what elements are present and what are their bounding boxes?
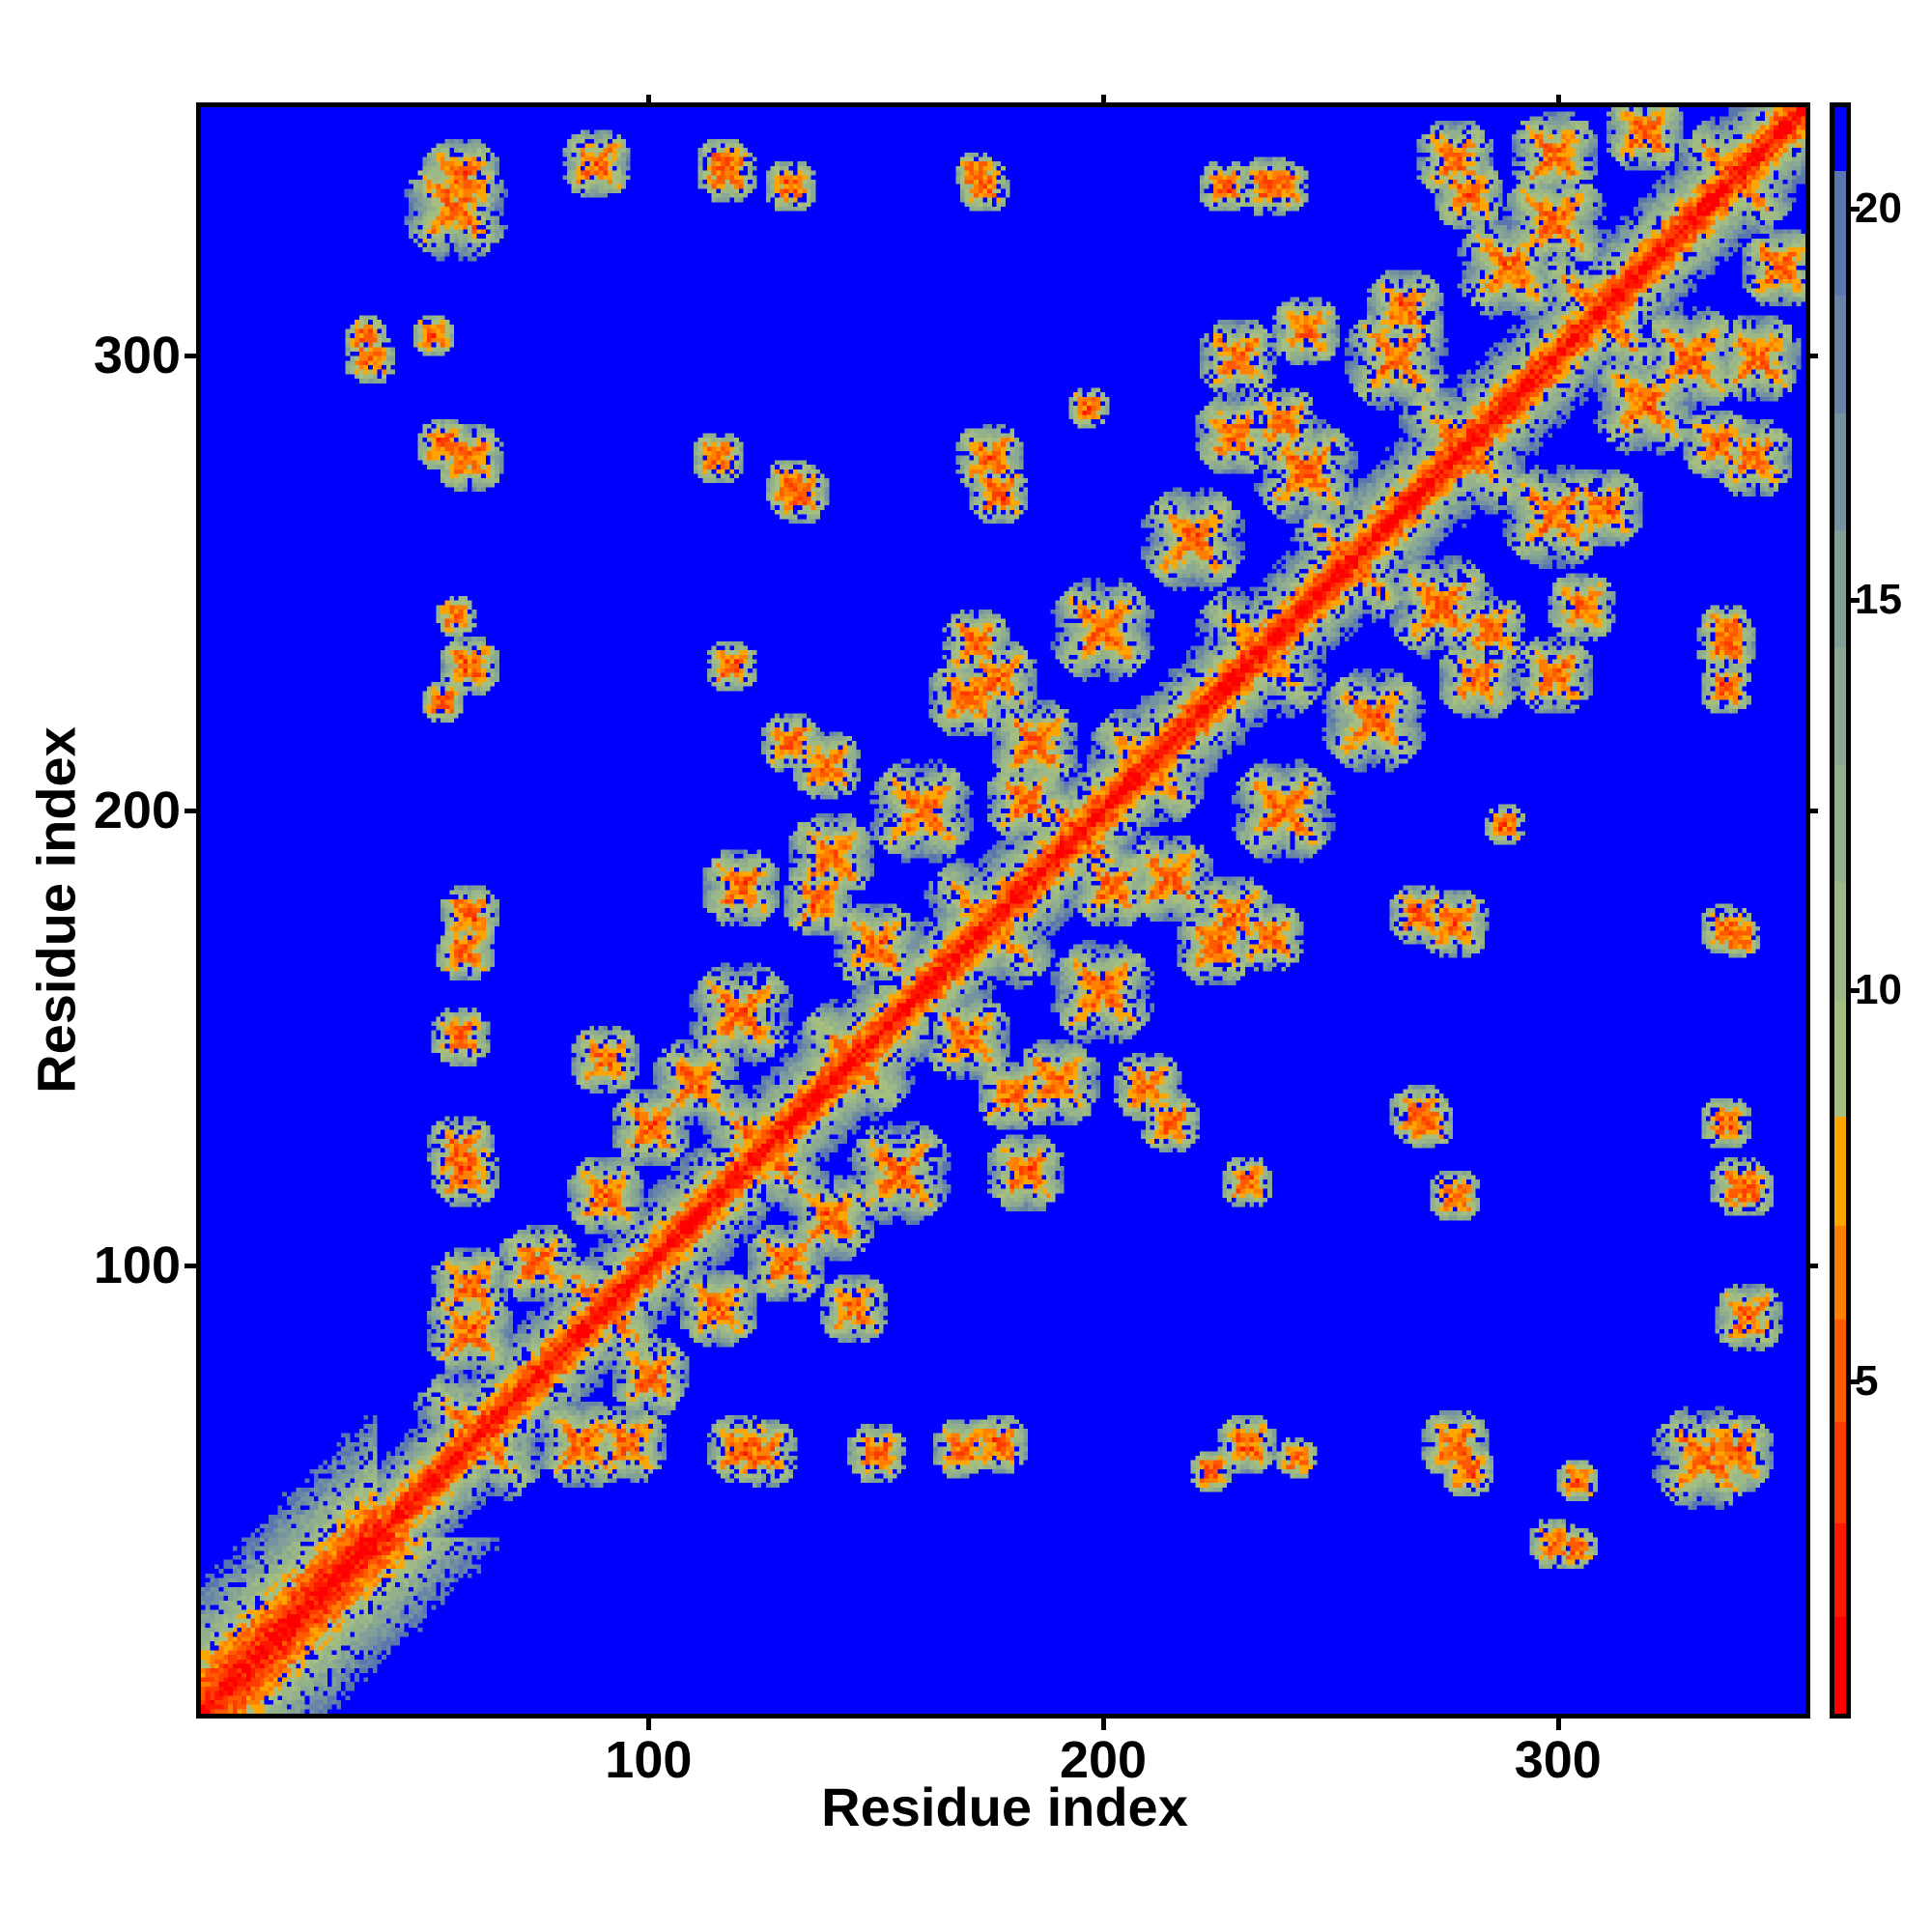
x-tick-top — [646, 95, 652, 102]
x-tick-label: 200 — [1059, 1731, 1148, 1789]
x-tick-label: 300 — [1514, 1731, 1602, 1789]
plot-area — [196, 102, 1810, 1719]
colorbar-bin — [1834, 1615, 1846, 1714]
colorbar-tick — [1851, 988, 1860, 994]
colorbar-bin — [1834, 998, 1846, 1117]
distance-heatmap — [201, 107, 1805, 1714]
x-tick — [1101, 1719, 1107, 1730]
y-tick — [185, 808, 196, 813]
colorbar-tick-label: 15 — [1855, 575, 1902, 623]
x-tick-label: 100 — [605, 1731, 693, 1789]
colorbar-bin — [1834, 763, 1846, 883]
colorbar-bin — [1834, 295, 1846, 413]
y-tick — [185, 1264, 196, 1269]
colorbar-bin — [1834, 107, 1846, 171]
colorbar-tick-label: 5 — [1855, 1357, 1879, 1406]
y-tick-label: 300 — [93, 326, 181, 384]
colorbar-tick-label: 10 — [1855, 966, 1902, 1014]
x-tick-top — [1101, 95, 1107, 102]
colorbar-bin — [1834, 646, 1846, 765]
colorbar-tick — [1851, 207, 1860, 213]
x-axis-title: Residue index — [821, 1776, 1188, 1837]
colorbar-tick-label: 20 — [1855, 185, 1902, 233]
y-tick — [185, 353, 196, 358]
y-tick-right — [1810, 808, 1818, 813]
colorbar — [1830, 102, 1851, 1719]
x-tick-top — [1555, 95, 1561, 102]
colorbar-bin — [1834, 528, 1846, 648]
y-tick-label: 200 — [93, 781, 181, 839]
x-tick — [646, 1719, 652, 1730]
colorbar-bin — [1834, 412, 1846, 530]
y-tick-right — [1810, 353, 1818, 358]
colorbar-tick — [1851, 1379, 1860, 1385]
colorbar-bin — [1834, 1521, 1846, 1617]
colorbar-bin — [1834, 1319, 1846, 1422]
y-axis-title: Residue index — [25, 726, 87, 1094]
colorbar-bin — [1834, 1115, 1846, 1227]
colorbar-bin — [1834, 881, 1846, 1000]
y-tick-right — [1810, 1264, 1818, 1269]
y-tick-label: 100 — [93, 1236, 181, 1295]
colorbar-bin — [1834, 1225, 1846, 1321]
colorbar-bin — [1834, 169, 1846, 297]
x-tick — [1555, 1719, 1561, 1730]
colorbar-tick — [1851, 597, 1860, 603]
colorbar-bin — [1834, 1420, 1846, 1523]
